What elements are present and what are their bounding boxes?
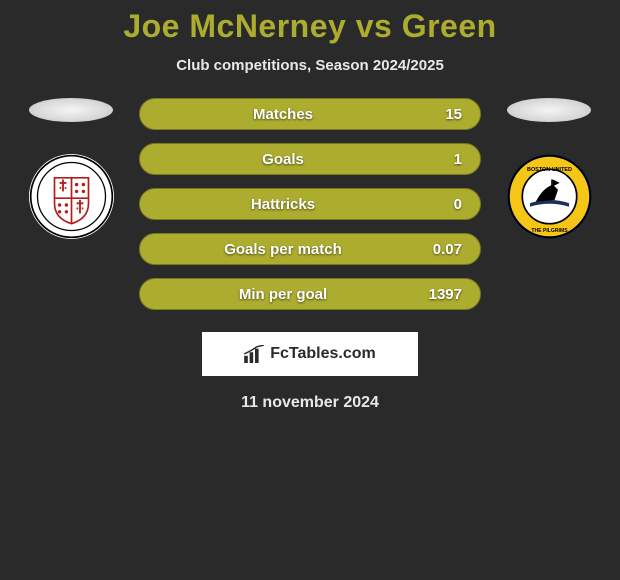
right-column: BOSTON UNITED THE PILGRIMS — [489, 98, 609, 239]
stat-value: 0 — [426, 196, 462, 213]
page-title: Joe McNerney vs Green — [123, 8, 496, 45]
stat-bar-mpg: Min per goal 1397 — [139, 278, 481, 310]
stat-bar-goals: Goals 1 — [139, 143, 481, 175]
brand-text: FcTables.com — [244, 345, 376, 363]
svg-text:THE PILGRIMS: THE PILGRIMS — [531, 228, 568, 234]
stat-label: Matches — [140, 106, 426, 123]
stat-label: Hattricks — [140, 196, 426, 213]
player-oval-right — [507, 98, 591, 122]
woking-crest-icon — [29, 154, 114, 239]
club-crest-right: BOSTON UNITED THE PILGRIMS — [507, 154, 592, 239]
stat-bar-hattricks: Hattricks 0 — [139, 188, 481, 220]
player-oval-left — [29, 98, 113, 122]
brand-box[interactable]: FcTables.com — [202, 332, 418, 376]
chart-icon — [244, 345, 266, 363]
stat-value: 0.07 — [426, 241, 462, 258]
main-row: Matches 15 Goals 1 Hattricks 0 Goals per… — [0, 98, 620, 310]
stat-value: 1 — [426, 151, 462, 168]
left-column — [11, 98, 131, 239]
stat-label: Min per goal — [140, 286, 426, 303]
subtitle: Club competitions, Season 2024/2025 — [176, 57, 444, 74]
club-crest-left — [29, 154, 114, 239]
svg-text:BOSTON UNITED: BOSTON UNITED — [527, 167, 572, 173]
stat-bar-gpm: Goals per match 0.07 — [139, 233, 481, 265]
stat-label: Goals — [140, 151, 426, 168]
boston-crest-icon: BOSTON UNITED THE PILGRIMS — [507, 154, 592, 239]
stat-value: 15 — [426, 106, 462, 123]
stat-label: Goals per match — [140, 241, 426, 258]
stat-bar-matches: Matches 15 — [139, 98, 481, 130]
stats-column: Matches 15 Goals 1 Hattricks 0 Goals per… — [139, 98, 481, 310]
footer-date: 11 november 2024 — [241, 394, 379, 412]
stat-value: 1397 — [426, 286, 462, 303]
